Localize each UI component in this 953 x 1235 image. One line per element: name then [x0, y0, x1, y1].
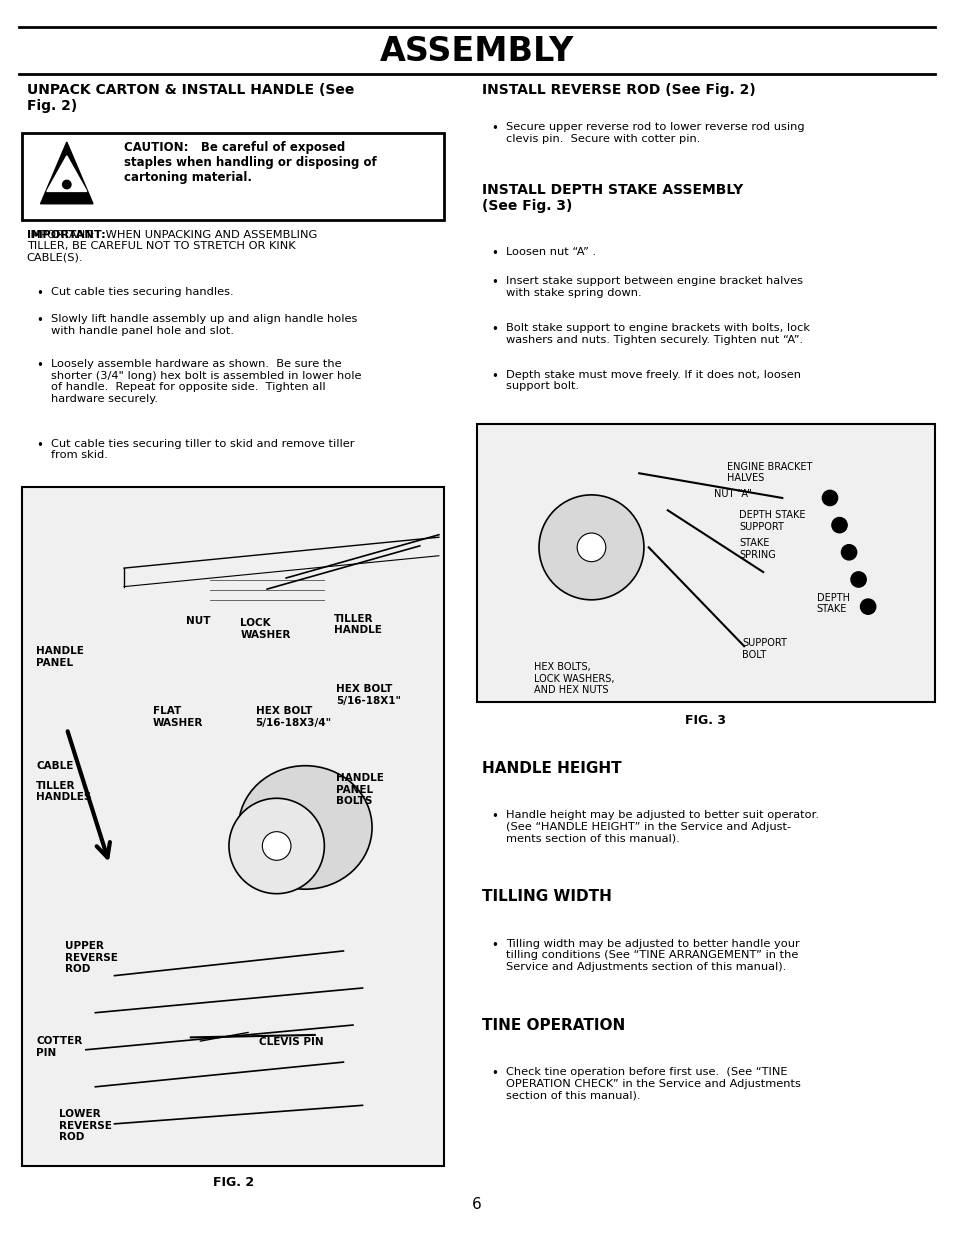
Text: INSTALL REVERSE ROD (See Fig. 2): INSTALL REVERSE ROD (See Fig. 2) [481, 83, 755, 96]
Text: FIG. 3: FIG. 3 [685, 714, 725, 727]
Text: Depth stake must move freely. If it does not, loosen
support bolt.: Depth stake must move freely. If it does… [505, 369, 800, 391]
Circle shape [821, 490, 837, 505]
Text: HEX BOLTS,
LOCK WASHERS,
AND HEX NUTS: HEX BOLTS, LOCK WASHERS, AND HEX NUTS [534, 662, 614, 695]
Text: •: • [36, 314, 43, 327]
Text: TILLER
HANDLES: TILLER HANDLES [36, 781, 91, 802]
Circle shape [860, 599, 875, 614]
Text: •: • [36, 359, 43, 372]
Text: TILLING WIDTH: TILLING WIDTH [481, 889, 611, 904]
Text: Insert stake support between engine bracket halves
with stake spring down.: Insert stake support between engine brac… [505, 277, 801, 298]
Text: •: • [491, 122, 497, 136]
Text: •: • [491, 324, 497, 336]
Text: Bolt stake support to engine brackets with bolts, lock
washers and nuts. Tighten: Bolt stake support to engine brackets wi… [505, 324, 809, 345]
Text: NUT: NUT [186, 616, 211, 626]
Text: Cut cable ties securing handles.: Cut cable ties securing handles. [51, 287, 233, 296]
Text: Loosely assemble hardware as shown.  Be sure the
shorter (3/4" long) hex bolt is: Loosely assemble hardware as shown. Be s… [51, 359, 360, 404]
Text: SUPPORT
BOLT: SUPPORT BOLT [741, 638, 786, 659]
Circle shape [229, 798, 324, 894]
Text: •: • [491, 939, 497, 952]
Circle shape [831, 517, 846, 532]
Text: CLEVIS PIN: CLEVIS PIN [259, 1037, 324, 1047]
Text: INSTALL DEPTH STAKE ASSEMBLY
(See Fig. 3): INSTALL DEPTH STAKE ASSEMBLY (See Fig. 3… [481, 183, 742, 212]
Ellipse shape [238, 766, 372, 889]
Text: Slowly lift handle assembly up and align handle holes
with handle panel hole and: Slowly lift handle assembly up and align… [51, 314, 356, 336]
Text: DEPTH STAKE
SUPPORT: DEPTH STAKE SUPPORT [739, 510, 805, 531]
Text: IMPORTANT:   WHEN UNPACKING AND ASSEMBLING
TILLER, BE CAREFUL NOT TO STRETCH OR : IMPORTANT: WHEN UNPACKING AND ASSEMBLING… [27, 230, 316, 263]
Text: ASSEMBLY: ASSEMBLY [379, 36, 574, 68]
Text: HANDLE
PANEL: HANDLE PANEL [36, 646, 84, 667]
Circle shape [577, 534, 605, 562]
Text: HEX BOLT
5/16-18X3/4": HEX BOLT 5/16-18X3/4" [255, 706, 332, 727]
Bar [476, 424, 934, 701]
Text: •: • [491, 1067, 497, 1081]
Text: UNPACK CARTON & INSTALL HANDLE (See
Fig. 2): UNPACK CARTON & INSTALL HANDLE (See Fig.… [27, 83, 354, 112]
Text: CABLE: CABLE [36, 761, 73, 771]
Text: NUT “A”: NUT “A” [713, 489, 751, 499]
Text: •: • [36, 438, 43, 452]
Text: LOWER
REVERSE
ROD: LOWER REVERSE ROD [59, 1109, 112, 1142]
Bar [22, 133, 443, 220]
Text: HANDLE
PANEL
BOLTS: HANDLE PANEL BOLTS [335, 773, 383, 806]
Text: FIG. 2: FIG. 2 [213, 1176, 254, 1189]
Text: •: • [491, 810, 497, 824]
Text: ENGINE BRACKET
HALVES: ENGINE BRACKET HALVES [726, 462, 811, 483]
Circle shape [850, 572, 865, 587]
Text: Handle height may be adjusted to better suit operator.
(See “HANDLE HEIGHT” in t: Handle height may be adjusted to better … [505, 810, 818, 844]
Bar [22, 487, 443, 1166]
Text: FLAT
WASHER: FLAT WASHER [152, 706, 203, 727]
Polygon shape [47, 156, 87, 191]
Circle shape [262, 831, 291, 861]
Text: •: • [491, 369, 497, 383]
Text: Loosen nut “A” .: Loosen nut “A” . [505, 247, 595, 257]
Text: LOCK
WASHER: LOCK WASHER [240, 618, 291, 640]
Text: Tilling width may be adjusted to better handle your
tilling conditions (See “TIN: Tilling width may be adjusted to better … [505, 939, 799, 972]
Text: TINE OPERATION: TINE OPERATION [481, 1018, 624, 1032]
Circle shape [841, 545, 856, 559]
Text: Check tine operation before first use.  (See “TINE
OPERATION CHECK” in the Servi: Check tine operation before first use. (… [505, 1067, 800, 1100]
Text: Cut cable ties securing tiller to skid and remove tiller
from skid.: Cut cable ties securing tiller to skid a… [51, 438, 354, 461]
Text: STAKE
SPRING: STAKE SPRING [739, 538, 776, 559]
Text: COTTER
PIN: COTTER PIN [36, 1036, 82, 1057]
Text: UPPER
REVERSE
ROD: UPPER REVERSE ROD [65, 941, 117, 974]
Text: HEX BOLT
5/16-18X1": HEX BOLT 5/16-18X1" [335, 684, 400, 705]
Text: CAUTION:   Be careful of exposed
staples when handling or disposing of
cartoning: CAUTION: Be careful of exposed staples w… [124, 141, 376, 184]
Text: 6: 6 [472, 1197, 481, 1212]
Text: Secure upper reverse rod to lower reverse rod using
clevis pin.  Secure with cot: Secure upper reverse rod to lower revers… [505, 122, 803, 143]
Text: HANDLE HEIGHT: HANDLE HEIGHT [481, 761, 620, 776]
Text: TILLER
HANDLE: TILLER HANDLE [334, 614, 381, 635]
Circle shape [63, 180, 71, 189]
Text: DEPTH
STAKE: DEPTH STAKE [816, 593, 849, 614]
Text: •: • [491, 277, 497, 289]
Polygon shape [40, 142, 92, 204]
Text: •: • [36, 287, 43, 300]
Circle shape [538, 495, 643, 600]
Text: IMPORTANT:: IMPORTANT: [27, 230, 106, 240]
Text: •: • [491, 247, 497, 261]
